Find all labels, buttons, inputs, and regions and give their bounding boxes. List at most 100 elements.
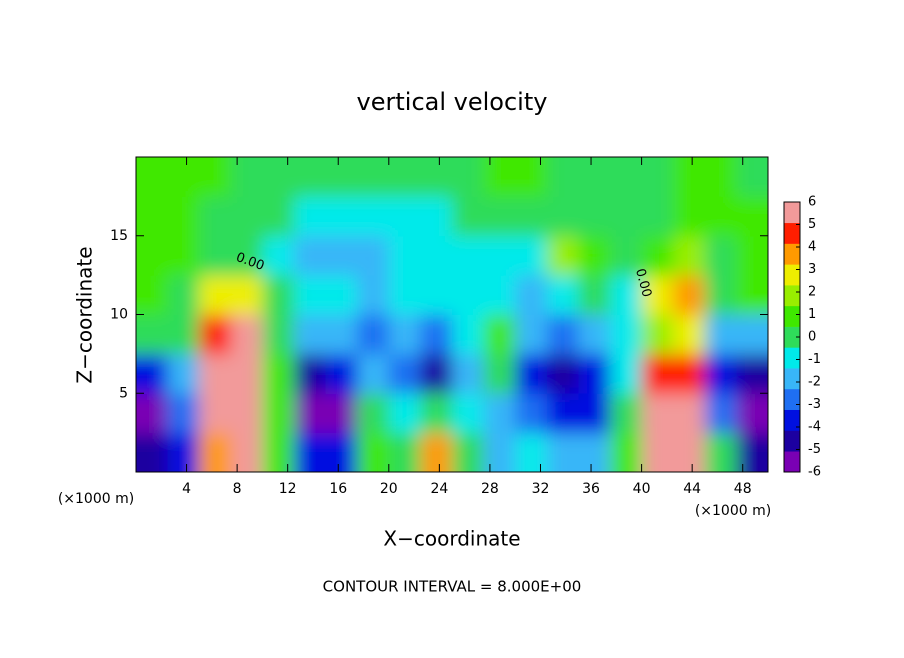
cell bbox=[136, 275, 169, 315]
cell bbox=[262, 275, 295, 315]
colorbar-band bbox=[784, 264, 800, 286]
cell bbox=[452, 157, 485, 197]
cell bbox=[262, 353, 295, 394]
cell bbox=[325, 432, 358, 472]
footer-note: CONTOUR INTERVAL = 8.000E+00 bbox=[323, 578, 582, 596]
cell bbox=[483, 196, 516, 237]
cell bbox=[167, 393, 200, 434]
colorbar-band bbox=[784, 202, 800, 224]
cell bbox=[294, 157, 327, 197]
cell bbox=[641, 157, 674, 197]
cell bbox=[452, 196, 485, 237]
cell bbox=[262, 393, 295, 434]
cell bbox=[357, 353, 390, 394]
cell bbox=[167, 275, 200, 315]
cell bbox=[388, 432, 421, 472]
cell bbox=[452, 432, 485, 472]
cell bbox=[641, 314, 674, 355]
x-tick-label: 12 bbox=[279, 481, 297, 497]
y-tick-label: 5 bbox=[119, 385, 128, 401]
cell bbox=[483, 393, 516, 434]
cell bbox=[357, 275, 390, 315]
cell bbox=[325, 157, 358, 197]
cell bbox=[704, 235, 737, 276]
chart-title: vertical velocity bbox=[357, 88, 548, 116]
cell bbox=[452, 235, 485, 276]
x-unit: (×1000 m) bbox=[695, 503, 771, 519]
cell bbox=[546, 314, 579, 355]
cell bbox=[736, 196, 768, 237]
cell bbox=[515, 353, 548, 394]
cell bbox=[483, 432, 516, 472]
cell bbox=[736, 314, 768, 355]
cell bbox=[325, 275, 358, 315]
cell bbox=[294, 275, 327, 315]
cell bbox=[673, 275, 706, 315]
cell bbox=[546, 393, 579, 434]
cell bbox=[199, 353, 232, 394]
cell bbox=[546, 196, 579, 237]
colorbar-tick-label: 0 bbox=[808, 330, 816, 345]
cell bbox=[515, 235, 548, 276]
cell bbox=[230, 314, 263, 355]
cell bbox=[294, 235, 327, 276]
x-tick-label: 44 bbox=[683, 481, 701, 497]
cell bbox=[610, 393, 643, 434]
colorbar-tick-label: 6 bbox=[808, 195, 816, 210]
cell bbox=[388, 235, 421, 276]
cell bbox=[610, 275, 643, 315]
cell bbox=[515, 393, 548, 434]
colorbar-band bbox=[784, 451, 800, 473]
cell bbox=[452, 353, 485, 394]
cell bbox=[578, 353, 611, 394]
contour-label: 0.00 bbox=[632, 267, 654, 299]
cell bbox=[515, 157, 548, 197]
colorbar-tick-label: -4 bbox=[808, 420, 821, 435]
cell bbox=[515, 275, 548, 315]
cell bbox=[546, 235, 579, 276]
cell bbox=[388, 275, 421, 315]
colorbar-band bbox=[784, 388, 800, 410]
cell bbox=[388, 314, 421, 355]
cell bbox=[704, 353, 737, 394]
cell bbox=[641, 393, 674, 434]
cell bbox=[515, 314, 548, 355]
cell bbox=[199, 275, 232, 315]
colorbar-band bbox=[784, 305, 800, 327]
cell bbox=[230, 235, 263, 276]
cell bbox=[673, 157, 706, 197]
field-cells bbox=[136, 157, 768, 472]
cell bbox=[136, 432, 169, 472]
x-tick-label: 4 bbox=[182, 481, 191, 497]
x-tick-label: 20 bbox=[380, 481, 398, 497]
colorbar-tick-label: 2 bbox=[808, 285, 816, 300]
cell bbox=[420, 314, 453, 355]
cell bbox=[199, 432, 232, 472]
y-tick-label: 10 bbox=[110, 307, 128, 323]
cell bbox=[230, 275, 263, 315]
colorbar-tick-label: -3 bbox=[808, 397, 821, 412]
cell bbox=[736, 432, 768, 472]
cell bbox=[294, 432, 327, 472]
cell bbox=[167, 196, 200, 237]
x-tick-label: 40 bbox=[633, 481, 651, 497]
cell bbox=[610, 353, 643, 394]
cell bbox=[641, 196, 674, 237]
cell bbox=[420, 196, 453, 237]
cell bbox=[136, 353, 169, 394]
x-tick-label: 28 bbox=[481, 481, 499, 497]
cell bbox=[199, 157, 232, 197]
cell bbox=[483, 157, 516, 197]
cell bbox=[230, 157, 263, 197]
x-tick-label: 24 bbox=[430, 481, 448, 497]
x-tick-label: 32 bbox=[532, 481, 550, 497]
cell bbox=[167, 157, 200, 197]
y-tick-label: 15 bbox=[110, 228, 128, 244]
cell bbox=[736, 157, 768, 197]
cell bbox=[167, 353, 200, 394]
cell bbox=[136, 235, 169, 276]
cell bbox=[325, 314, 358, 355]
x-tick-label: 8 bbox=[233, 481, 242, 497]
cell bbox=[325, 235, 358, 276]
cell bbox=[294, 393, 327, 434]
